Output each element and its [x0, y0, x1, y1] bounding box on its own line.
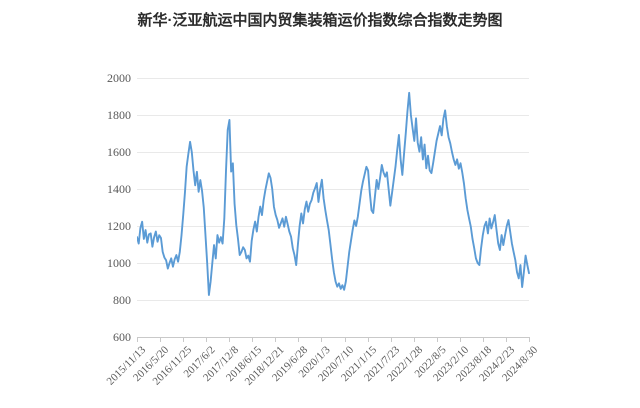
y-axis-tick-label: 800 [113, 293, 131, 307]
y-axis-tick-label: 1400 [107, 182, 131, 196]
y-axis-tick-label: 2000 [107, 71, 131, 85]
chart-title: 新华·泛亚航运中国内贸集装箱运价指数综合指数走势图 [137, 12, 503, 29]
series-line [137, 91, 530, 296]
y-axis-tick-label: 1000 [107, 256, 131, 270]
y-axis-tick-label: 1800 [107, 108, 131, 122]
y-axis-tick-label: 1200 [107, 219, 131, 233]
y-axis-tick-label: 1600 [107, 145, 131, 159]
y-axis-tick-label: 600 [113, 330, 131, 344]
plot-canvas [137, 78, 530, 342]
